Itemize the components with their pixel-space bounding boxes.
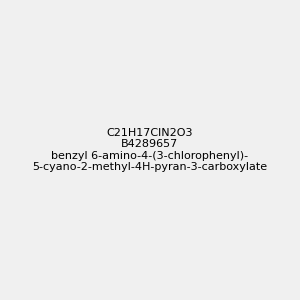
Text: C21H17ClN2O3
B4289657
benzyl 6-amino-4-(3-chlorophenyl)-
5-cyano-2-methyl-4H-pyr: C21H17ClN2O3 B4289657 benzyl 6-amino-4-(… xyxy=(32,128,268,172)
